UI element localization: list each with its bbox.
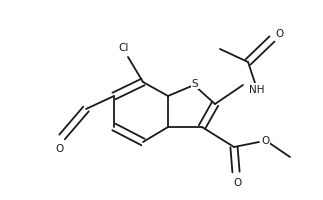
Text: O: O: [275, 29, 283, 39]
Text: O: O: [233, 177, 241, 187]
Text: O: O: [56, 143, 64, 153]
Text: O: O: [261, 135, 269, 145]
Text: Cl: Cl: [119, 43, 129, 53]
Text: NH: NH: [249, 85, 265, 95]
Text: S: S: [192, 79, 198, 89]
